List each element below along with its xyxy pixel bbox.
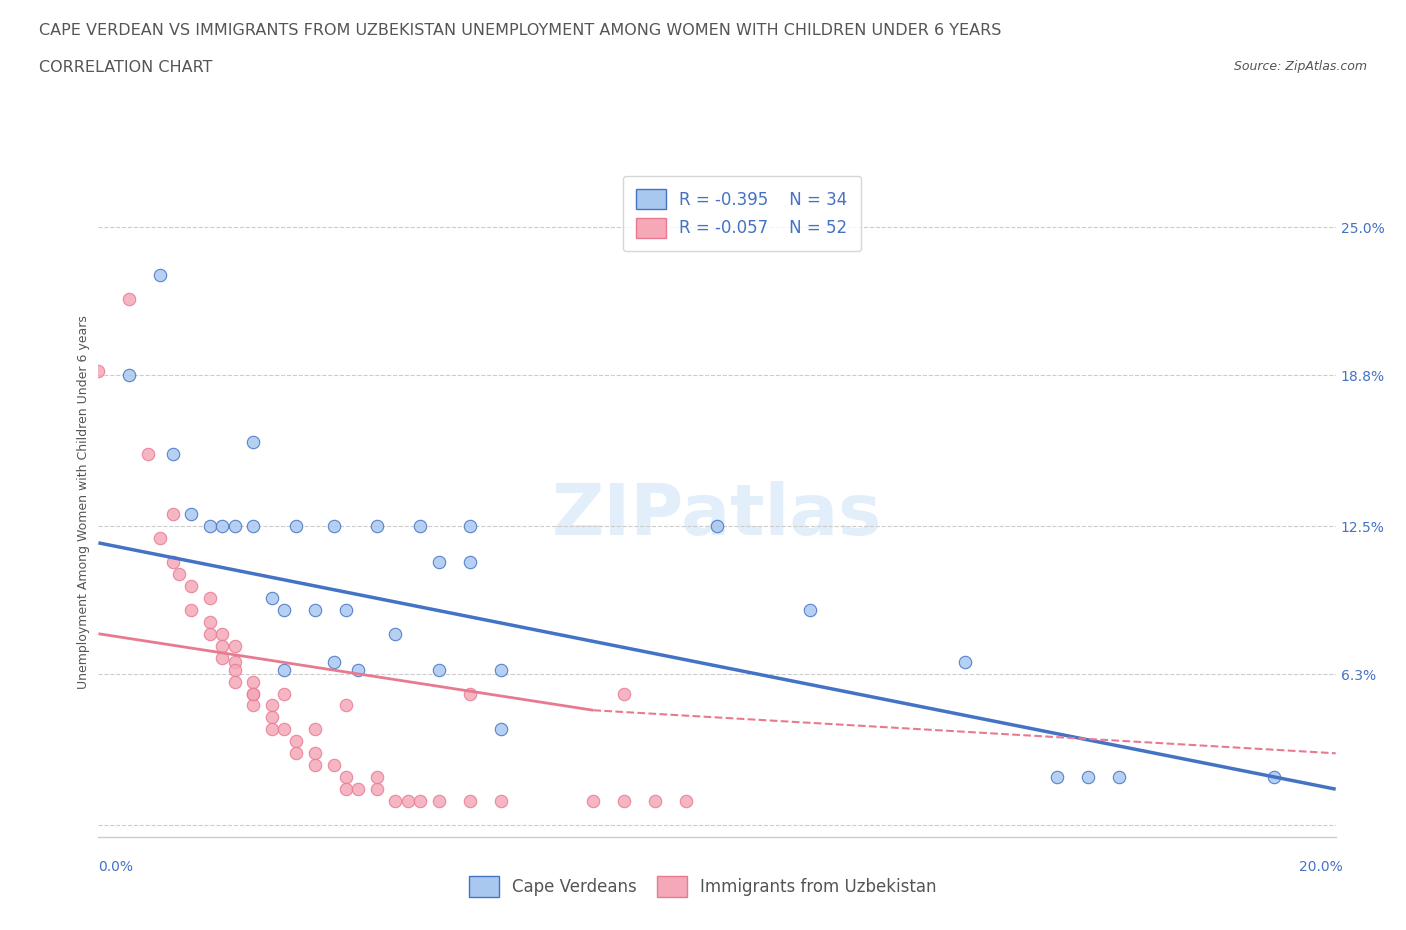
Point	[489, 793, 512, 808]
Point	[260, 591, 283, 605]
Text: CAPE VERDEAN VS IMMIGRANTS FROM UZBEKISTAN UNEMPLOYMENT AMONG WOMEN WITH CHILDRE: CAPE VERDEAN VS IMMIGRANTS FROM UZBEKIST…	[39, 23, 1001, 38]
Point	[1263, 770, 1285, 785]
Point	[211, 638, 233, 653]
Point	[198, 591, 221, 605]
Point	[458, 793, 481, 808]
Point	[198, 519, 221, 534]
Point	[347, 662, 370, 677]
Point	[224, 638, 246, 653]
Point	[384, 793, 406, 808]
Point	[162, 507, 184, 522]
Point	[211, 650, 233, 665]
Point	[335, 698, 357, 713]
Point	[118, 368, 141, 383]
Text: 20.0%: 20.0%	[1299, 859, 1343, 874]
Point	[366, 519, 388, 534]
Point	[162, 447, 184, 462]
Point	[285, 734, 308, 749]
Point	[427, 662, 450, 677]
Point	[335, 770, 357, 785]
Point	[273, 686, 295, 701]
Point	[366, 782, 388, 797]
Point	[335, 603, 357, 618]
Point	[285, 519, 308, 534]
Point	[409, 793, 432, 808]
Point	[242, 674, 264, 689]
Point	[180, 507, 202, 522]
Point	[260, 722, 283, 737]
Point	[384, 626, 406, 641]
Point	[366, 770, 388, 785]
Point	[260, 698, 283, 713]
Point	[322, 519, 344, 534]
Point	[273, 603, 295, 618]
Point	[1108, 770, 1130, 785]
Point	[427, 793, 450, 808]
Point	[136, 447, 159, 462]
Point	[613, 686, 636, 701]
Point	[242, 435, 264, 450]
Legend: Cape Verdeans, Immigrants from Uzbekistan: Cape Verdeans, Immigrants from Uzbekista…	[461, 868, 945, 905]
Point	[427, 554, 450, 569]
Point	[149, 531, 172, 546]
Point	[458, 686, 481, 701]
Point	[322, 655, 344, 670]
Point	[180, 603, 202, 618]
Point	[953, 655, 976, 670]
Point	[409, 519, 432, 534]
Point	[322, 758, 344, 773]
Legend: R = -0.395    N = 34, R = -0.057    N = 52: R = -0.395 N = 34, R = -0.057 N = 52	[623, 176, 860, 251]
Point	[224, 519, 246, 534]
Point	[242, 698, 264, 713]
Point	[224, 655, 246, 670]
Point	[489, 662, 512, 677]
Point	[260, 710, 283, 724]
Text: 0.0%: 0.0%	[98, 859, 134, 874]
Point	[162, 554, 184, 569]
Point	[458, 554, 481, 569]
Point	[613, 793, 636, 808]
Point	[304, 722, 326, 737]
Point	[167, 566, 190, 581]
Point	[87, 364, 110, 379]
Point	[304, 603, 326, 618]
Point	[347, 782, 370, 797]
Point	[799, 603, 821, 618]
Point	[1077, 770, 1099, 785]
Point	[675, 793, 697, 808]
Text: CORRELATION CHART: CORRELATION CHART	[39, 60, 212, 75]
Point	[273, 662, 295, 677]
Point	[285, 746, 308, 761]
Point	[198, 626, 221, 641]
Point	[706, 519, 728, 534]
Point	[273, 722, 295, 737]
Point	[644, 793, 666, 808]
Text: Source: ZipAtlas.com: Source: ZipAtlas.com	[1233, 60, 1367, 73]
Y-axis label: Unemployment Among Women with Children Under 6 years: Unemployment Among Women with Children U…	[77, 315, 90, 689]
Point	[149, 268, 172, 283]
Point	[458, 519, 481, 534]
Point	[396, 793, 419, 808]
Point	[582, 793, 605, 808]
Point	[224, 674, 246, 689]
Point	[118, 291, 141, 306]
Point	[304, 758, 326, 773]
Point	[211, 519, 233, 534]
Point	[242, 686, 264, 701]
Point	[211, 626, 233, 641]
Point	[489, 722, 512, 737]
Point	[335, 782, 357, 797]
Point	[180, 578, 202, 593]
Point	[198, 615, 221, 630]
Point	[242, 686, 264, 701]
Text: ZIPatlas: ZIPatlas	[553, 481, 882, 550]
Point	[224, 662, 246, 677]
Point	[1046, 770, 1069, 785]
Point	[242, 519, 264, 534]
Point	[304, 746, 326, 761]
